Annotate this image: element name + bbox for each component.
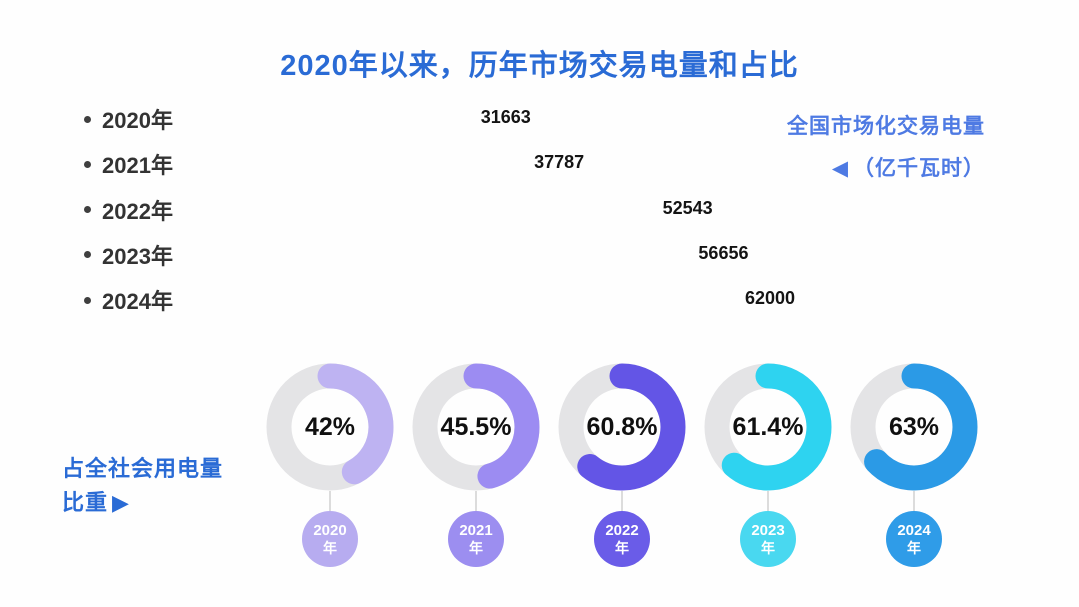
donut-svg bbox=[266, 363, 394, 491]
year-list-item: 2023年 bbox=[84, 240, 173, 270]
badge-year: 2023 bbox=[751, 522, 785, 540]
year-label: 2020年 bbox=[102, 108, 173, 133]
year-badge: 2024 年 bbox=[886, 511, 942, 567]
year-label: 2022年 bbox=[102, 198, 173, 224]
donut-ring: 60.8% bbox=[558, 363, 686, 491]
badge-year: 2024 bbox=[897, 522, 931, 540]
donut-percentage: 45.5% bbox=[440, 412, 512, 441]
year-badge: 2023 年 bbox=[740, 511, 796, 567]
year-label: 2021年 bbox=[102, 153, 173, 179]
donut-svg bbox=[412, 363, 540, 491]
year-badge: 2021 年 bbox=[448, 511, 504, 567]
year-list-item: 2024年 bbox=[84, 285, 173, 315]
donut-row: 42% 2020 年 45.5% 2021 年 60.8% 2022 年 61.4% 2023 年 63… bbox=[266, 363, 978, 567]
donut-chart: 63% 2024 年 bbox=[850, 363, 978, 567]
badge-year-suffix: 年 bbox=[907, 539, 921, 556]
donut-connector bbox=[329, 491, 331, 511]
donut-svg bbox=[558, 363, 686, 491]
badge-year: 2022 bbox=[605, 522, 639, 540]
donut-chart: 61.4% 2023 年 bbox=[704, 363, 832, 567]
right-axis-label: 全国市场化交易电量 ◀ （亿千瓦时） bbox=[787, 110, 985, 182]
donut-chart: 42% 2020 年 bbox=[266, 363, 394, 567]
donut-connector bbox=[475, 491, 477, 511]
right-axis-label-line1: 全国市场化交易电量 bbox=[787, 115, 985, 138]
page-title: 2020年以来，历年市场交易电量和占比 bbox=[280, 50, 799, 82]
badge-year: 2021 bbox=[459, 522, 493, 540]
share-axis-text: 比重 bbox=[62, 490, 109, 516]
donut-connector bbox=[621, 491, 623, 511]
bullet-icon bbox=[84, 206, 91, 213]
value-label: 62000 bbox=[744, 288, 796, 308]
value-label: 37787 bbox=[534, 152, 585, 173]
bar-chart-area: 2020年 31663 2021年 37787 2022年 52543 2023年 56656… bbox=[0, 104, 1079, 339]
donut-chart: 45.5% 2021 年 bbox=[412, 363, 540, 567]
badge-year-suffix: 年 bbox=[761, 539, 775, 556]
year-list-item: 2022年 bbox=[84, 195, 173, 225]
donut-connector bbox=[767, 491, 769, 511]
badge-year-suffix: 年 bbox=[323, 539, 337, 556]
bullet-icon bbox=[84, 115, 91, 123]
bullet-icon bbox=[84, 160, 91, 168]
donut-chart: 60.8% 2022 年 bbox=[558, 363, 686, 567]
donut-ring: 42% bbox=[266, 363, 394, 491]
value-label: 56656 bbox=[698, 242, 749, 263]
donut-ring: 61.4% bbox=[704, 363, 832, 491]
share-axis-label: 占全社会用电量 比重 ▶ bbox=[62, 452, 223, 520]
donut-ring: 63% bbox=[850, 363, 978, 491]
badge-year-suffix: 年 bbox=[469, 539, 483, 556]
value-label: 31663 bbox=[480, 107, 531, 127]
donut-svg bbox=[704, 363, 832, 491]
share-axis-label-line2: 比重 ▶ bbox=[62, 486, 223, 520]
year-label: 2023年 bbox=[102, 243, 173, 269]
right-axis-unit: （亿千瓦时） bbox=[853, 157, 985, 180]
donut-percentage: 61.4% bbox=[732, 412, 804, 441]
bullet-icon bbox=[84, 296, 91, 304]
share-axis-label-line1: 占全社会用电量 bbox=[62, 456, 224, 481]
badge-year-suffix: 年 bbox=[615, 539, 629, 556]
bullet-icon bbox=[84, 251, 91, 259]
year-label: 2024年 bbox=[102, 289, 173, 314]
donut-percentage: 42% bbox=[304, 412, 356, 441]
year-list-item: 2021年 bbox=[84, 149, 173, 179]
donut-connector bbox=[913, 491, 915, 511]
donut-percentage: 60.8% bbox=[586, 412, 658, 441]
donut-svg bbox=[850, 363, 978, 491]
year-badge: 2020 年 bbox=[302, 511, 358, 567]
donut-percentage: 63% bbox=[888, 412, 940, 441]
donut-ring: 45.5% bbox=[412, 363, 540, 491]
triangle-left-icon: ◀ bbox=[831, 157, 849, 180]
triangle-right-icon: ▶ bbox=[112, 490, 130, 516]
right-axis-label-line2: ◀ （亿千瓦时） bbox=[787, 152, 985, 182]
year-badge: 2022 年 bbox=[594, 511, 650, 567]
badge-year: 2020 bbox=[313, 522, 347, 540]
year-list-item: 2020年 bbox=[84, 104, 173, 134]
value-label: 52543 bbox=[662, 197, 713, 218]
